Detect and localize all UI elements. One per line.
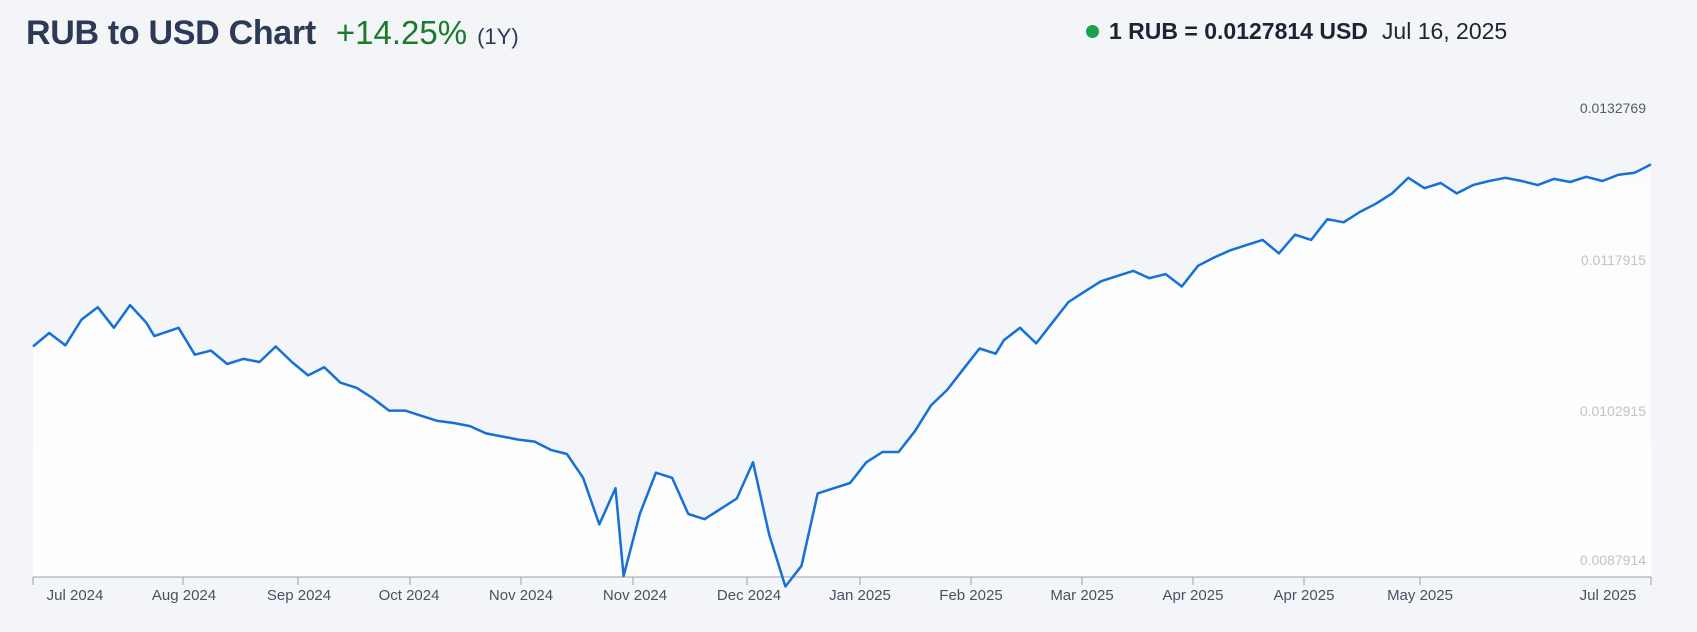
y-tick-label: 0.0102915 xyxy=(1580,403,1646,419)
rate-date: Jul 16, 2025 xyxy=(1381,18,1508,44)
y-tick-label: 0.0132769 xyxy=(1580,100,1646,116)
x-tick-label: May 2025 xyxy=(1387,587,1453,604)
y-tick-label: 0.0117915 xyxy=(1581,252,1646,268)
x-tick-label: Mar 2025 xyxy=(1050,587,1113,604)
x-tick-label: Nov 2024 xyxy=(603,587,667,604)
x-tick-label: Aug 2024 xyxy=(152,587,216,604)
x-tick-label: Jul 2024 xyxy=(47,587,104,604)
x-tick-label: Dec 2024 xyxy=(717,587,781,604)
page-title: RUB to USD Chart xyxy=(26,14,316,52)
change-percent: +14.25% xyxy=(335,14,468,51)
area-fill xyxy=(33,164,1651,587)
current-rate: 1 RUB = 0.0127814 USD Jul 16, 2025 xyxy=(1086,18,1507,45)
x-tick-label: Jul 2025 xyxy=(1580,587,1637,604)
change-period: (1Y) xyxy=(477,24,519,49)
x-tick-label: Nov 2024 xyxy=(489,587,553,604)
x-tick-label: Sep 2024 xyxy=(267,587,331,604)
x-tick-label: Jan 2025 xyxy=(829,587,891,604)
x-tick-label: Feb 2025 xyxy=(939,587,1002,604)
y-tick-label: 0.0087914 xyxy=(1580,552,1646,568)
x-tick-label: Oct 2024 xyxy=(379,587,440,604)
chart-header: RUB to USD Chart +14.25% (1Y) xyxy=(26,14,519,53)
x-tick-label: Apr 2025 xyxy=(1163,587,1224,604)
x-tick-label: Apr 2025 xyxy=(1274,587,1335,604)
rate-value: 1 RUB = 0.0127814 USD xyxy=(1109,18,1368,44)
status-dot-icon xyxy=(1086,25,1099,38)
series-line xyxy=(32,163,1652,588)
